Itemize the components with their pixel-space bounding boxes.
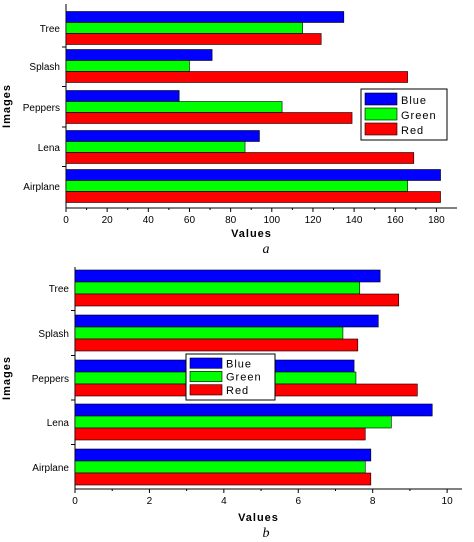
legend-label-green: Green xyxy=(226,372,262,384)
y-tick-label: Lena xyxy=(47,418,70,429)
x-tick-label: 120 xyxy=(305,215,322,226)
bar-green-tree xyxy=(65,22,303,34)
y-tick-label: Airplane xyxy=(23,182,60,193)
x-tick-label: 10 xyxy=(442,496,454,507)
legend-swatch-red xyxy=(364,122,398,136)
legend-label-red: Red xyxy=(226,385,249,397)
x-tick-label: 140 xyxy=(346,215,363,226)
bar-blue-splash xyxy=(74,314,379,328)
bar-green-tree xyxy=(74,281,360,295)
bar-green-lena xyxy=(74,415,392,429)
bar-red-airplane xyxy=(74,472,372,486)
bar-red-lena xyxy=(74,427,366,441)
bar-red-splash xyxy=(65,71,408,83)
bar-blue-airplane xyxy=(74,448,372,462)
legend-swatch-blue xyxy=(364,92,398,106)
y-tick-label: Tree xyxy=(49,284,70,295)
x-tick-label: 100 xyxy=(263,215,280,226)
bar-green-peppers xyxy=(65,101,283,113)
legend-label-green: Green xyxy=(401,110,437,122)
y-axis-title: Images xyxy=(1,84,13,128)
legend-swatch-blue xyxy=(189,357,223,369)
x-tick-label: 60 xyxy=(184,215,196,226)
y-axis-title: Images xyxy=(1,356,13,400)
legend: Blue Green Red xyxy=(360,88,448,141)
x-tick-label: 6 xyxy=(295,496,301,507)
legend-label-red: Red xyxy=(401,125,424,137)
x-tick-label: 8 xyxy=(370,496,376,507)
chart-b: 0 2 4 6 8 10 Airplane Lena Peppers Splash Tree Valu… xyxy=(1,267,462,541)
y-tick-label: Peppers xyxy=(32,374,69,385)
bar-red-tree xyxy=(74,293,400,307)
y-tick-label: Splash xyxy=(29,62,60,73)
y-tick-label: Airplane xyxy=(32,463,69,474)
bar-blue-peppers xyxy=(65,90,180,102)
bar-blue-lena xyxy=(74,403,433,417)
legend-label-blue: Blue xyxy=(226,358,252,370)
bar-blue-airplane xyxy=(65,169,441,181)
bar-green-splash xyxy=(74,326,344,340)
y-tick-label: Splash xyxy=(38,329,69,340)
bar-red-splash xyxy=(74,338,359,352)
bar-green-lena xyxy=(65,141,246,153)
bar-blue-lena xyxy=(65,130,260,142)
x-tick-label: 2 xyxy=(147,496,153,507)
x-tick-label: 0 xyxy=(63,215,69,226)
figure-caption: a xyxy=(263,242,270,257)
legend-swatch-green xyxy=(364,107,398,121)
y-tick-label: Peppers xyxy=(23,103,60,114)
x-tick-label: 40 xyxy=(143,215,155,226)
y-tick-label: Tree xyxy=(40,24,61,35)
bar-red-tree xyxy=(65,33,322,45)
legend-swatch-red xyxy=(189,384,223,396)
x-tick-label: 4 xyxy=(221,496,227,507)
bar-red-airplane xyxy=(65,191,441,203)
y-tick-label: Lena xyxy=(38,143,61,154)
x-tick-label: 180 xyxy=(428,215,445,226)
bar-red-lena xyxy=(65,152,415,164)
bar-green-airplane xyxy=(65,180,408,192)
x-tick-label: 80 xyxy=(225,215,237,226)
legend-swatch-green xyxy=(189,371,223,382)
bar-green-splash xyxy=(65,60,190,72)
bar-green-airplane xyxy=(74,460,366,474)
bar-blue-tree xyxy=(65,11,345,23)
bar-red-peppers xyxy=(65,112,353,124)
x-axis-title: Values xyxy=(238,512,279,524)
bar-blue-splash xyxy=(65,49,213,61)
x-tick-label: 160 xyxy=(387,215,404,226)
bar-blue-tree xyxy=(74,269,381,283)
figure-caption: b xyxy=(263,526,270,541)
x-axis-title: Values xyxy=(231,228,272,240)
x-tick-label: 0 xyxy=(72,496,78,507)
legend-label-blue: Blue xyxy=(401,95,427,107)
x-tick-label: 20 xyxy=(102,215,114,226)
chart-a: 0 20 40 60 80 100 120 140 160 180 Airplane Lena Pepp… xyxy=(1,4,457,257)
